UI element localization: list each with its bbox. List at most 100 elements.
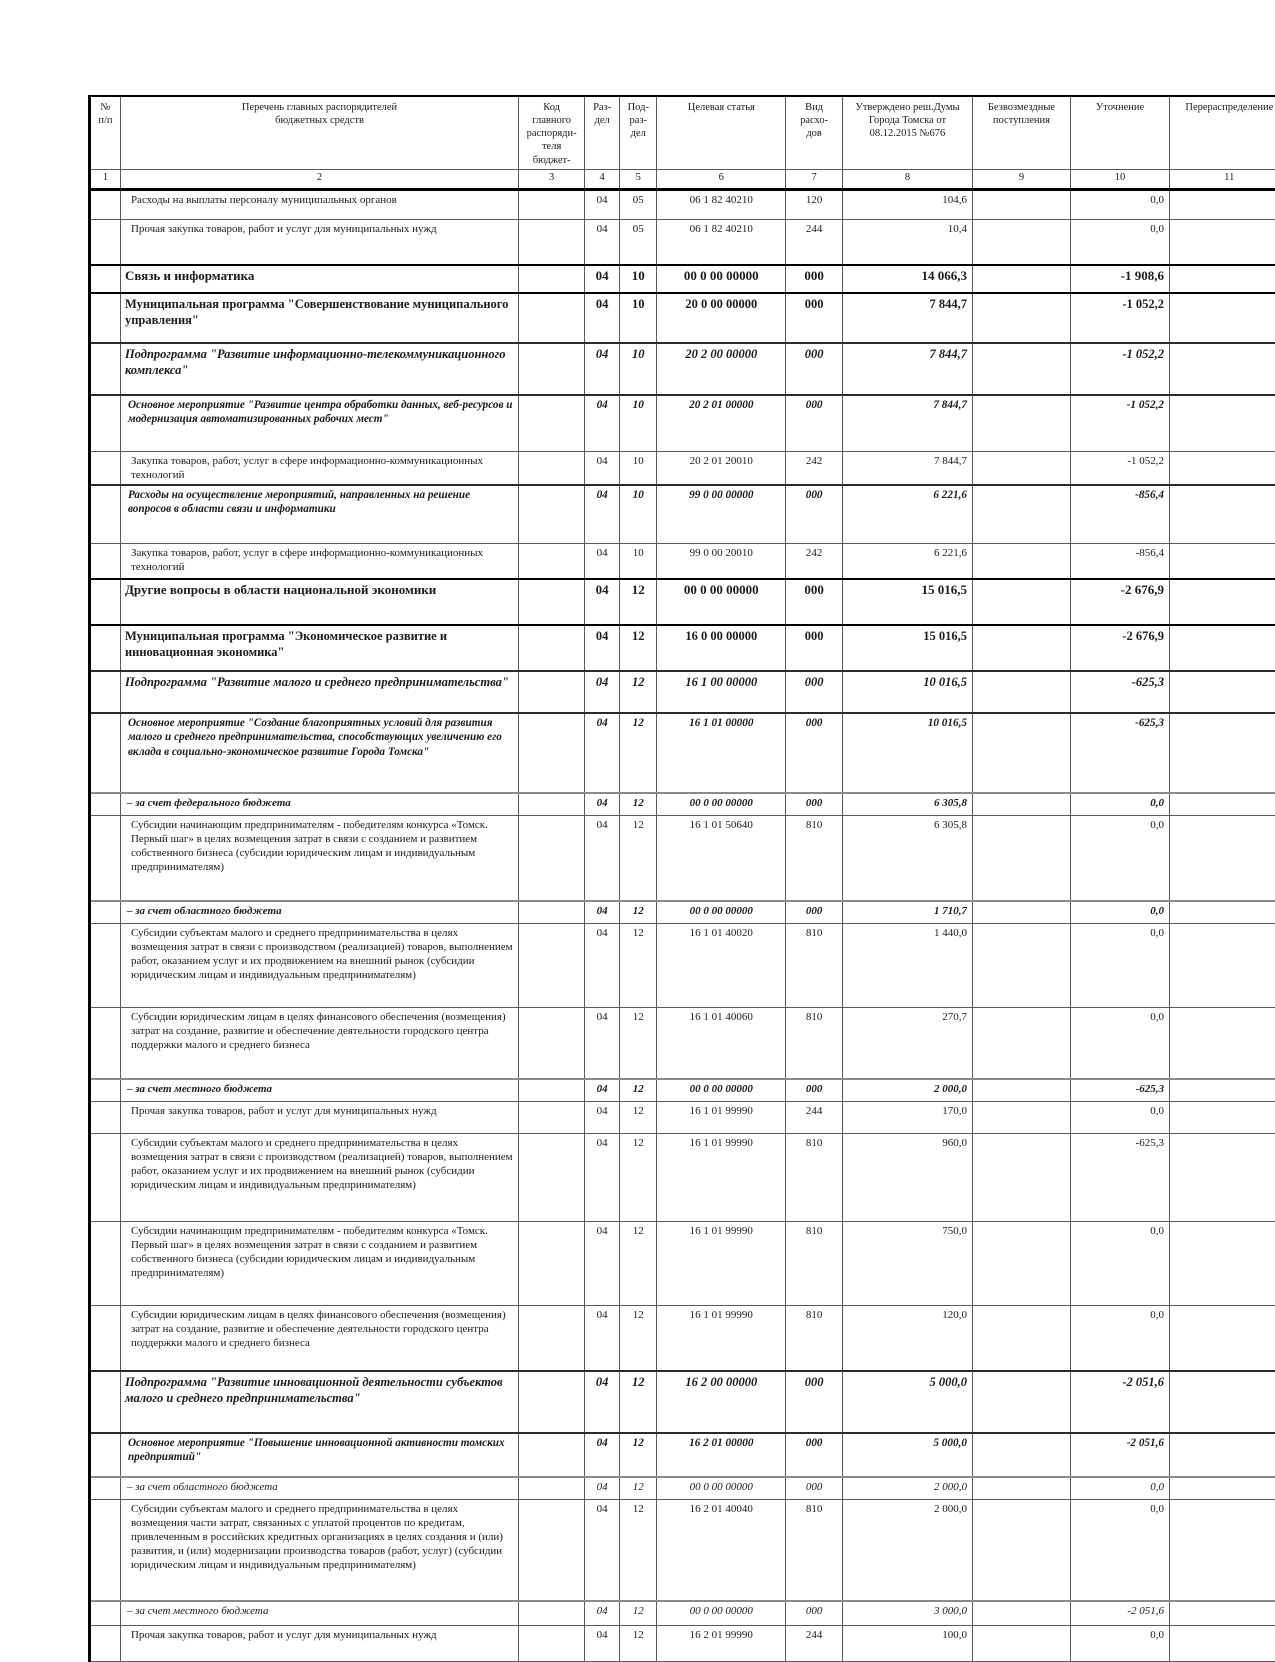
cell-grbs-code bbox=[519, 1601, 585, 1625]
cell-gratuitous bbox=[972, 189, 1070, 219]
header-name: Перечень главных распорядителей бюджетны… bbox=[120, 96, 518, 169]
cell-num bbox=[90, 395, 121, 451]
cell-name: – за счет местного бюджета bbox=[120, 1601, 518, 1625]
cell-podrazdel: 12 bbox=[620, 815, 657, 901]
cell-approved: 7 844,7 bbox=[843, 343, 973, 395]
cell-target-article: 20 2 01 00000 bbox=[657, 395, 786, 451]
cell-gratuitous bbox=[972, 1133, 1070, 1221]
cell-grbs-code bbox=[519, 1133, 585, 1221]
cell-gratuitous bbox=[972, 625, 1070, 671]
cell-adjustment: 0,0 bbox=[1070, 1499, 1169, 1601]
cell-name: – за счет областного бюджета bbox=[120, 901, 518, 923]
cell-name: Связь и информатика bbox=[120, 265, 518, 293]
cell-grbs-code bbox=[519, 1433, 585, 1477]
cell-podrazdel: 12 bbox=[620, 1371, 657, 1433]
cell-approved: 3 000,0 bbox=[843, 1601, 973, 1625]
cell-redistribution bbox=[1170, 1499, 1275, 1601]
cell-grbs-code bbox=[519, 713, 585, 793]
cell-num bbox=[90, 1133, 121, 1221]
cell-expense-type: 810 bbox=[786, 815, 843, 901]
cell-razdel: 04 bbox=[585, 451, 620, 485]
cell-podrazdel: 12 bbox=[620, 579, 657, 625]
cell-grbs-code bbox=[519, 1305, 585, 1371]
cell-expense-type: 120 bbox=[786, 189, 843, 219]
cell-target-article: 06 1 82 40210 bbox=[657, 189, 786, 219]
cell-adjustment: -856,4 bbox=[1070, 485, 1169, 543]
cell-name: Субсидии начинающим предпринимателям - п… bbox=[120, 1221, 518, 1305]
cell-adjustment: 0,0 bbox=[1070, 1221, 1169, 1305]
cell-gratuitous bbox=[972, 793, 1070, 815]
cell-name: Подпрограмма "Развитие инновационной дея… bbox=[120, 1371, 518, 1433]
cell-num bbox=[90, 219, 121, 265]
cell-target-article: 20 2 01 20010 bbox=[657, 451, 786, 485]
cell-grbs-code bbox=[519, 671, 585, 713]
cell-approved: 10,4 bbox=[843, 219, 973, 265]
cell-adjustment: -2 676,9 bbox=[1070, 579, 1169, 625]
cell-num bbox=[90, 543, 121, 579]
cell-adjustment: -1 052,2 bbox=[1070, 395, 1169, 451]
cell-redistribution bbox=[1170, 1477, 1275, 1499]
cell-approved: 170,0 bbox=[843, 1101, 973, 1133]
cell-razdel: 04 bbox=[585, 579, 620, 625]
cell-podrazdel: 12 bbox=[620, 1601, 657, 1625]
cell-gratuitous bbox=[972, 543, 1070, 579]
cell-target-article: 16 1 01 99990 bbox=[657, 1101, 786, 1133]
cell-grbs-code bbox=[519, 1079, 585, 1101]
cell-redistribution bbox=[1170, 1101, 1275, 1133]
table-row: Закупка товаров, работ, услуг в сфере ин… bbox=[90, 451, 1275, 485]
cell-target-article: 99 0 00 00000 bbox=[657, 485, 786, 543]
cell-gratuitous bbox=[972, 671, 1070, 713]
cell-approved: 1 440,0 bbox=[843, 923, 973, 1007]
cell-name: Субсидии субъектам малого и среднего пре… bbox=[120, 1499, 518, 1601]
cell-podrazdel: 12 bbox=[620, 923, 657, 1007]
cell-redistribution bbox=[1170, 713, 1275, 793]
cell-expense-type: 810 bbox=[786, 1499, 843, 1601]
cell-podrazdel: 12 bbox=[620, 1101, 657, 1133]
cell-podrazdel: 10 bbox=[620, 543, 657, 579]
cell-gratuitous bbox=[972, 815, 1070, 901]
cell-approved: 7 844,7 bbox=[843, 451, 973, 485]
cell-expense-type: 000 bbox=[786, 901, 843, 923]
cell-target-article: 16 2 01 99990 bbox=[657, 1625, 786, 1661]
cell-podrazdel: 12 bbox=[620, 671, 657, 713]
cell-podrazdel: 12 bbox=[620, 1305, 657, 1371]
cell-approved: 2 000,0 bbox=[843, 1499, 973, 1601]
table-row: Субсидии субъектам малого и среднего пре… bbox=[90, 923, 1275, 1007]
cell-approved: 10 016,5 bbox=[843, 671, 973, 713]
cell-razdel: 04 bbox=[585, 395, 620, 451]
cell-approved: 15 016,5 bbox=[843, 579, 973, 625]
cell-adjustment: 0,0 bbox=[1070, 901, 1169, 923]
table-row: Основное мероприятие "Создание благоприя… bbox=[90, 713, 1275, 793]
index-6: 6 bbox=[657, 169, 786, 189]
cell-adjustment: -625,3 bbox=[1070, 671, 1169, 713]
cell-razdel: 04 bbox=[585, 189, 620, 219]
cell-gratuitous bbox=[972, 1499, 1070, 1601]
cell-podrazdel: 10 bbox=[620, 343, 657, 395]
cell-target-article: 16 1 01 50640 bbox=[657, 815, 786, 901]
table-row: Прочая закупка товаров, работ и услуг дл… bbox=[90, 1101, 1275, 1133]
cell-adjustment: 0,0 bbox=[1070, 923, 1169, 1007]
cell-adjustment: 0,0 bbox=[1070, 1625, 1169, 1661]
cell-name: – за счет федерального бюджета bbox=[120, 793, 518, 815]
table-row: Подпрограмма "Развитие информационно-тел… bbox=[90, 343, 1275, 395]
table-row: Основное мероприятие "Развитие центра об… bbox=[90, 395, 1275, 451]
cell-expense-type: 242 bbox=[786, 543, 843, 579]
cell-razdel: 04 bbox=[585, 543, 620, 579]
cell-name: Закупка товаров, работ, услуг в сфере ин… bbox=[120, 543, 518, 579]
index-9: 9 bbox=[972, 169, 1070, 189]
cell-expense-type: 000 bbox=[786, 265, 843, 293]
header-target-article: Целевая статья bbox=[657, 96, 786, 169]
header-expense-type: Вид расхо- дов bbox=[786, 96, 843, 169]
cell-redistribution bbox=[1170, 1433, 1275, 1477]
cell-num bbox=[90, 923, 121, 1007]
cell-target-article: 16 1 00 00000 bbox=[657, 671, 786, 713]
cell-target-article: 20 0 00 00000 bbox=[657, 293, 786, 343]
cell-razdel: 04 bbox=[585, 1079, 620, 1101]
cell-gratuitous bbox=[972, 713, 1070, 793]
table-row: Субсидии начинающим предпринимателям - п… bbox=[90, 1221, 1275, 1305]
cell-redistribution bbox=[1170, 1371, 1275, 1433]
cell-podrazdel: 12 bbox=[620, 1625, 657, 1661]
cell-expense-type: 000 bbox=[786, 625, 843, 671]
cell-num bbox=[90, 815, 121, 901]
